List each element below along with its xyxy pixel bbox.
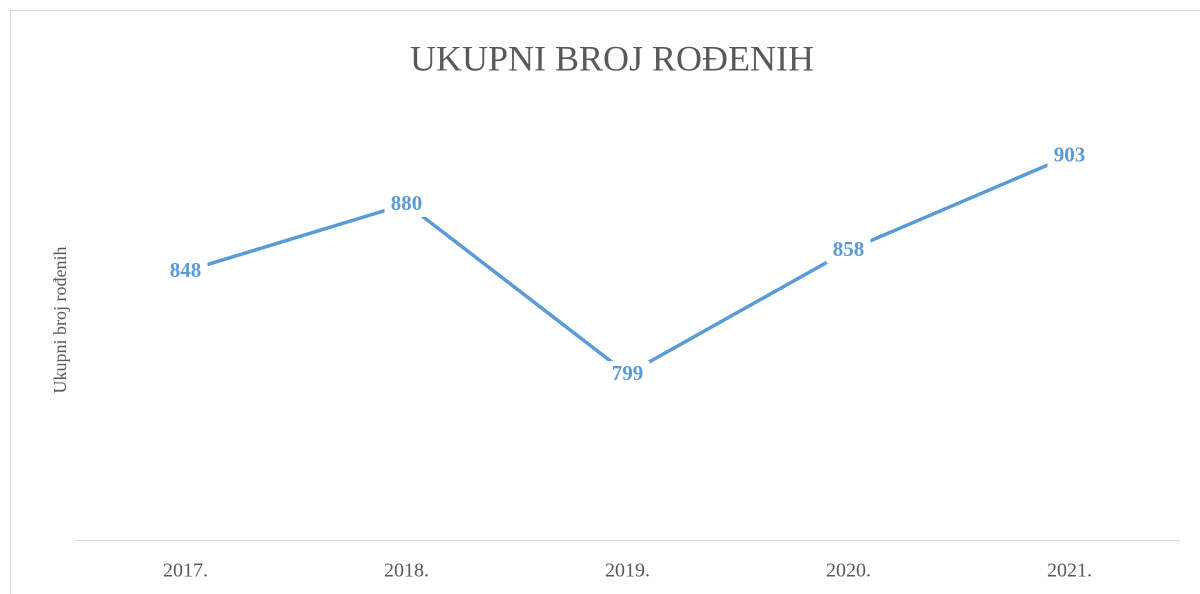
data-label-bg [1047,142,1092,169]
data-label: 858 [833,237,865,261]
x-tick-label: 2018. [384,560,429,582]
data-label: 903 [1054,143,1086,167]
x-tick-label: 2019. [605,560,650,582]
data-label: 848 [170,258,202,282]
x-tick-label: 2021. [1047,560,1092,582]
data-label-bg [826,237,871,264]
chart-border [10,10,1200,594]
data-label: 799 [612,361,644,385]
x-tick-label: 2020. [826,560,871,582]
data-label-bg [163,258,208,285]
chart-title: UKUPNI BROJ ROĐENIH [410,38,814,78]
y-axis-label: Ukupni broj rođenih [50,247,70,394]
data-label-bg [384,191,429,217]
x-tick-label: 2017. [163,560,208,582]
data-label-bg [605,361,650,388]
data-label: 880 [391,191,423,215]
